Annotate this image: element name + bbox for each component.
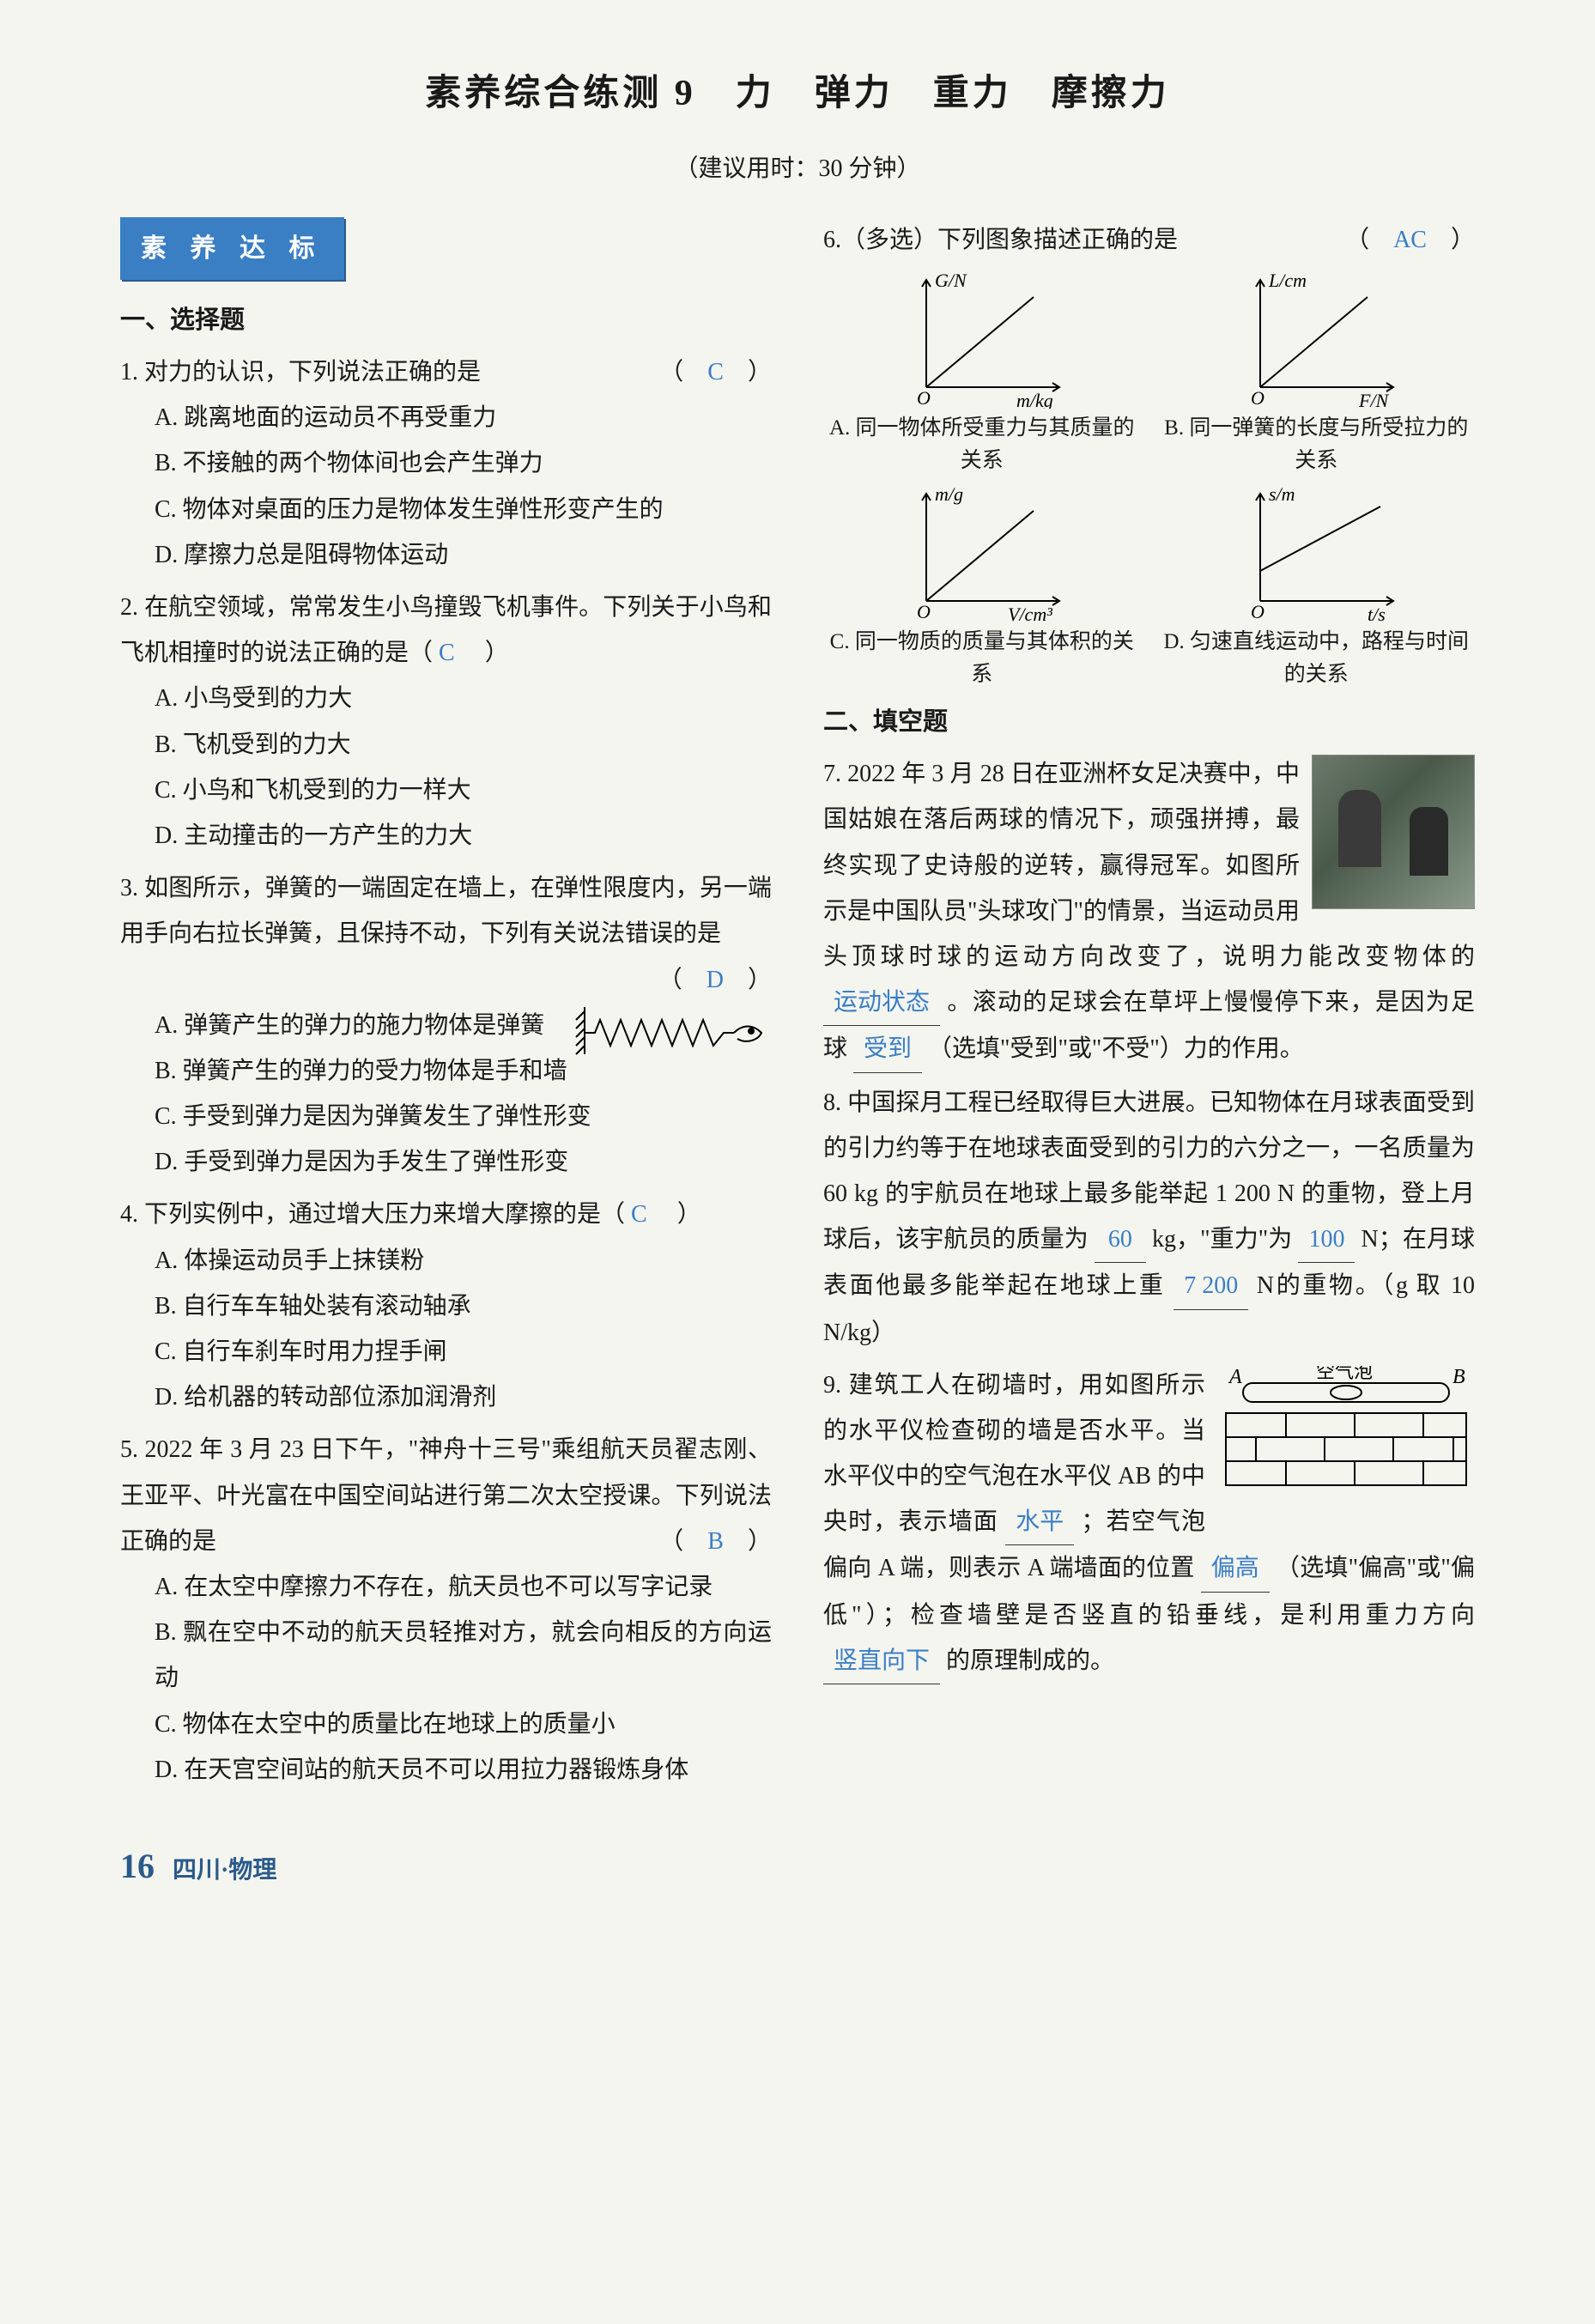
- section-b-heading: 二、填空题: [823, 699, 1475, 746]
- svg-text:V/cm³: V/cm³: [1008, 604, 1052, 622]
- q9-mid3: 的原理制成的。: [946, 1647, 1114, 1674]
- q6-graph-A-caption: A. 同一物体所受重力与其质量的关系: [823, 412, 1141, 476]
- q4-optB: B. 自行车车轴处装有滚动轴承: [120, 1283, 772, 1329]
- footer-tag: 四川·物理: [173, 1857, 276, 1884]
- question-9: A B 空气泡 9. 建筑工人在砌墙时，用如图所示的水平仪检查砌的墙是否水平。当…: [823, 1362, 1475, 1684]
- svg-text:O: O: [1251, 387, 1264, 409]
- q3-optC: C. 手受到弹力是因为弹簧发生了弹性形变: [120, 1094, 772, 1139]
- right-column: 6.（多选）下列图象描述正确的是 （ AC ） G/N O m/kg: [823, 217, 1475, 1799]
- svg-text:O: O: [917, 601, 931, 622]
- q1-optC: C. 物体对桌面的压力是物体发生弹性形变产生的: [120, 487, 772, 532]
- q5-answer-paren: （ B ）: [659, 1519, 772, 1564]
- q3-answer-paren: （ D ）: [658, 957, 772, 1003]
- q3-answer: D: [707, 967, 724, 993]
- graph-B-icon: L/cm O F/N: [1230, 271, 1402, 409]
- svg-text:t/s: t/s: [1368, 604, 1386, 622]
- svg-text:B: B: [1452, 1366, 1465, 1388]
- q3-optD: D. 手受到弹力是因为手发生了弹性形变: [120, 1139, 772, 1185]
- q6-graphs-row-2: m/g O V/cm³ C. 同一物质的质量与其体积的关系 s/m: [823, 485, 1475, 690]
- svg-text:L/cm: L/cm: [1268, 271, 1307, 291]
- page-footer: 16 四川·物理: [120, 1834, 1475, 1899]
- q7-mid2: （选填"受到"或"不受"）力的作用。: [928, 1035, 1304, 1062]
- q2-answer: C: [439, 640, 455, 666]
- q2-optA: A. 小鸟受到的力大: [120, 676, 772, 721]
- q6-graphs-row-1: G/N O m/kg A. 同一物体所受重力与其质量的关系 L/cm: [823, 271, 1475, 476]
- q2-optC: C. 小鸟和飞机受到的力一样大: [120, 768, 772, 813]
- q8-blank-1: 60: [1095, 1217, 1146, 1263]
- q4-close: ）: [653, 1201, 701, 1228]
- section-a-heading: 一、选择题: [120, 297, 772, 344]
- svg-text:O: O: [1251, 601, 1264, 622]
- q8-mid1: kg，"重力"为: [1152, 1226, 1292, 1253]
- badge-suyang: 素 养 达 标: [120, 217, 344, 280]
- q1-answer-paren: （ C ）: [659, 349, 772, 395]
- q7-blank-2: 受到: [853, 1026, 922, 1072]
- svg-text:O: O: [917, 387, 931, 409]
- q6-graph-D: s/m O t/s D. 匀速直线运动中，路程与时间的关系: [1158, 485, 1476, 690]
- question-6: 6.（多选）下列图象描述正确的是 （ AC ） G/N O m/kg: [823, 217, 1475, 690]
- q6-graph-C: m/g O V/cm³ C. 同一物质的质量与其体积的关系: [823, 485, 1141, 690]
- question-2: 2. 在航空领域，常常发生小鸟撞毁飞机事件。下列关于小鸟和飞机相撞时的说法正确的…: [120, 585, 772, 859]
- q6-answer-paren: （ AC ）: [1345, 217, 1475, 263]
- question-8: 8. 中国探月工程已经取得巨大进展。已知物体在月球表面受到的引力约等于在地球表面…: [823, 1080, 1475, 1356]
- q5-optB: B. 飘在空中不动的航天员轻推对方，就会向相反的方向运动: [120, 1610, 772, 1701]
- svg-text:A: A: [1228, 1366, 1242, 1388]
- page-number: 16: [120, 1847, 155, 1885]
- q4-optD: D. 给机器的转动部位添加润滑剂: [120, 1374, 772, 1420]
- q9-blank-1: 水平: [1005, 1499, 1074, 1545]
- q4-answer: C: [631, 1201, 647, 1228]
- q5-optA: A. 在太空中摩擦力不存在，航天员也不可以写字记录: [120, 1564, 772, 1610]
- svg-text:m/g: m/g: [935, 485, 963, 505]
- q4-stem: 4. 下列实例中，通过增大压力来增大摩擦的是（: [120, 1201, 625, 1228]
- question-1: 1. 对力的认识，下列说法正确的是 （ C ） A. 跳离地面的运动员不再受重力…: [120, 349, 772, 578]
- q1-optB: B. 不接触的两个物体间也会产生弹力: [120, 440, 772, 486]
- q5-answer: B: [707, 1528, 724, 1555]
- svg-text:G/N: G/N: [935, 271, 967, 291]
- q6-answer: AC: [1393, 227, 1427, 253]
- q6-graph-C-caption: C. 同一物质的质量与其体积的关系: [823, 626, 1141, 690]
- q1-optA: A. 跳离地面的运动员不再受重力: [120, 395, 772, 440]
- graph-C-icon: m/g O V/cm³: [896, 485, 1068, 622]
- svg-text:m/kg: m/kg: [1016, 390, 1053, 409]
- q1-answer: C: [707, 359, 724, 385]
- content-columns: 素 养 达 标 一、选择题 1. 对力的认识，下列说法正确的是 （ C ） A.…: [120, 217, 1475, 1799]
- q6-graph-B-caption: B. 同一弹簧的长度与所受拉力的关系: [1158, 412, 1476, 476]
- level-diagram-icon: A B 空气泡: [1217, 1366, 1475, 1510]
- page-title: 素养综合练测 9 力 弹力 重力 摩擦力: [120, 60, 1475, 129]
- svg-text:空气泡: 空气泡: [1316, 1366, 1373, 1382]
- time-hint: （建议用时：30 分钟）: [120, 146, 1475, 191]
- svg-text:F/N: F/N: [1358, 390, 1390, 409]
- q2-optD: D. 主动撞击的一方产生的力大: [120, 813, 772, 859]
- q9-blank-2: 偏高: [1201, 1545, 1270, 1592]
- question-4: 4. 下列实例中，通过增大压力来增大摩擦的是（ C ） A. 体操运动员手上抹镁…: [120, 1192, 772, 1420]
- q5-optC: C. 物体在太空中的质量比在地球上的质量小: [120, 1702, 772, 1747]
- q6-graph-D-caption: D. 匀速直线运动中，路程与时间的关系: [1158, 626, 1476, 690]
- left-column: 素 养 达 标 一、选择题 1. 对力的认识，下列说法正确的是 （ C ） A.…: [120, 217, 772, 1799]
- q4-optC: C. 自行车刹车时用力捏手闸: [120, 1329, 772, 1374]
- q8-blank-2: 100: [1298, 1217, 1355, 1263]
- spring-diagram-icon: [574, 1003, 772, 1078]
- q7-blank-1: 运动状态: [823, 980, 940, 1026]
- q1-optD: D. 摩擦力总是阻碍物体运动: [120, 532, 772, 578]
- graph-D-icon: s/m O t/s: [1230, 485, 1402, 622]
- graph-A-icon: G/N O m/kg: [896, 271, 1068, 409]
- q1-stem: 1. 对力的认识，下列说法正确的是: [120, 359, 481, 385]
- q3-stem: 3. 如图所示，弹簧的一端固定在墙上，在弹性限度内，另一端用手向右拉长弹簧，且保…: [120, 875, 772, 947]
- q6-graph-A: G/N O m/kg A. 同一物体所受重力与其质量的关系: [823, 271, 1141, 476]
- q9-blank-3: 竖直向下: [823, 1638, 940, 1684]
- soccer-photo-icon: [1312, 755, 1475, 909]
- q8-blank-3: 7 200: [1174, 1263, 1248, 1309]
- q4-optA: A. 体操运动员手上抹镁粉: [120, 1238, 772, 1283]
- svg-text:s/m: s/m: [1269, 485, 1295, 505]
- q5-optD: D. 在天宫空间站的航天员不可以用拉力器锻炼身体: [120, 1747, 772, 1793]
- q6-stem: 6.（多选）下列图象描述正确的是: [823, 227, 1178, 253]
- question-3: 3. 如图所示，弹簧的一端固定在墙上，在弹性限度内，另一端用手向右拉长弹簧，且保…: [120, 865, 772, 1185]
- q2-close: ）: [461, 640, 509, 666]
- question-7: 7. 2022 年 3 月 28 日在亚洲杯女足决赛中，中国姑娘在落后两球的情况…: [823, 751, 1475, 1072]
- q6-graph-B: L/cm O F/N B. 同一弹簧的长度与所受拉力的关系: [1158, 271, 1476, 476]
- question-5: 5. 2022 年 3 月 23 日下午，"神舟十三号"乘组航天员翟志刚、王亚平…: [120, 1427, 772, 1793]
- q2-optB: B. 飞机受到的力大: [120, 722, 772, 768]
